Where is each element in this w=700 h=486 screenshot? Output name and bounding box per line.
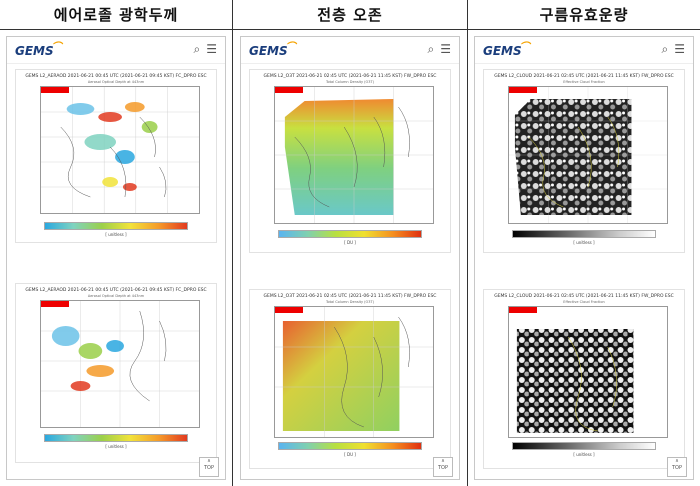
cloud-map [508, 86, 668, 224]
colorbar-cloud [512, 442, 656, 450]
plot-card-aerosol-1: GEMS L2_AERAOD 2021-06-21 00:45 UTC (202… [15, 69, 217, 243]
header-aerosol: 에어로졸 광학두께 [53, 6, 179, 24]
chevron-up-icon: ∧ [207, 458, 211, 464]
app-bar: GEMS⌒ ⌕ ☰ [7, 37, 225, 64]
ozone-map-zoom [274, 306, 434, 438]
app-bar: GEMS⌒ ⌕ ☰ [475, 37, 693, 64]
scroll-top-button[interactable]: ∧ TOP [667, 457, 687, 477]
header-divider [0, 29, 700, 30]
colorbar-aerosol [44, 434, 188, 442]
plot-subtitle: Aerosol Optical Depth at 443nm [87, 80, 145, 84]
colorbar-unit: [ unitless ] [573, 240, 595, 245]
plot-title: GEMS L2_AERAOD 2021-06-21 00:45 UTC (202… [25, 74, 207, 79]
plot-card-cloud-2: GEMS L2_CLOUD 2021-06-21 02:45 UTC (2021… [483, 289, 685, 469]
plot-card-aerosol-2: GEMS L2_AERAOD 2021-06-21 00:45 UTC (202… [15, 283, 217, 463]
menu-icon[interactable]: ☰ [674, 42, 685, 56]
header-cloud: 구름유효운량 [539, 6, 629, 24]
colorbar-ozone [278, 442, 422, 450]
plot-card-ozone-2: GEMS L2_O3T 2021-06-21 02:45 UTC (2021-0… [249, 289, 451, 469]
gems-logo: GEMS⌒ [483, 42, 530, 58]
red-label-tag [41, 87, 69, 93]
ozone-map [274, 86, 434, 224]
red-label-tag [41, 301, 69, 307]
search-icon[interactable]: ⌕ [661, 42, 669, 56]
plot-subtitle: Total Column Density (O3T) [325, 300, 375, 304]
column-divider-1 [232, 0, 233, 486]
header-ozone: 전층 오존 [317, 6, 383, 24]
plot-title: GEMS L2_O3T 2021-06-21 02:45 UTC (2021-0… [263, 74, 437, 79]
colorbar-aerosol [44, 222, 188, 230]
colorbar-unit: [ DU ] [344, 452, 356, 457]
plot-card-ozone-1: GEMS L2_O3T 2021-06-21 02:45 UTC (2021-0… [249, 69, 451, 253]
colorbar-unit: [ unitless ] [573, 452, 595, 457]
gems-logo: GEMS⌒ [15, 42, 62, 58]
plot-subtitle: Aerosol Optical Depth at 443nm [87, 294, 145, 298]
phone-screen-ozone: GEMS⌒ ⌕ ☰ GEMS L2_O3T 2021-06-21 02:45 UT… [240, 36, 460, 480]
plot-title: GEMS L2_AERAOD 2021-06-21 00:45 UTC (202… [25, 288, 207, 293]
scroll-top-button[interactable]: ∧ TOP [433, 457, 453, 477]
phone-screen-cloud: GEMS⌒ ⌕ ☰ GEMS L2_CLOUD 2021-06-21 02:45 … [474, 36, 694, 480]
plot-subtitle: Effective Cloud Fraction [563, 300, 605, 304]
plot-card-cloud-1: GEMS L2_CLOUD 2021-06-21 02:45 UTC (2021… [483, 69, 685, 253]
red-label-tag [509, 87, 537, 93]
red-label-tag [509, 307, 537, 313]
colorbar-cloud [512, 230, 656, 238]
colorbar-ozone [278, 230, 422, 238]
search-icon[interactable]: ⌕ [193, 42, 201, 56]
column-divider-2 [467, 0, 468, 486]
colorbar-unit: [ DU ] [344, 240, 356, 245]
chevron-up-icon: ∧ [675, 458, 679, 464]
search-icon[interactable]: ⌕ [427, 42, 435, 56]
phone-screen-aerosol: GEMS⌒ ⌕ ☰ GEMS L2_AERAOD 2021-06-21 00:45… [6, 36, 226, 480]
colorbar-unit: [ unitless ] [105, 444, 127, 449]
plot-title: GEMS L2_O3T 2021-06-21 02:45 UTC (2021-0… [263, 294, 437, 299]
plot-title: GEMS L2_CLOUD 2021-06-21 02:45 UTC (2021… [494, 294, 674, 299]
menu-icon[interactable]: ☰ [206, 42, 217, 56]
plot-title: GEMS L2_CLOUD 2021-06-21 02:45 UTC (2021… [494, 74, 674, 79]
plot-subtitle: Total Column Density (O3T) [325, 80, 375, 84]
red-label-tag [275, 307, 303, 313]
plot-subtitle: Effective Cloud Fraction [563, 80, 605, 84]
gems-logo: GEMS⌒ [249, 42, 296, 58]
chevron-up-icon: ∧ [441, 458, 445, 464]
app-bar: GEMS⌒ ⌕ ☰ [241, 37, 459, 64]
aerosol-map [40, 86, 200, 214]
colorbar-unit: [ unitless ] [105, 232, 127, 237]
menu-icon[interactable]: ☰ [440, 42, 451, 56]
scroll-top-button[interactable]: ∧ TOP [199, 457, 219, 477]
aerosol-map-zoom [40, 300, 200, 428]
cloud-map-zoom [508, 306, 668, 438]
red-label-tag [275, 87, 303, 93]
